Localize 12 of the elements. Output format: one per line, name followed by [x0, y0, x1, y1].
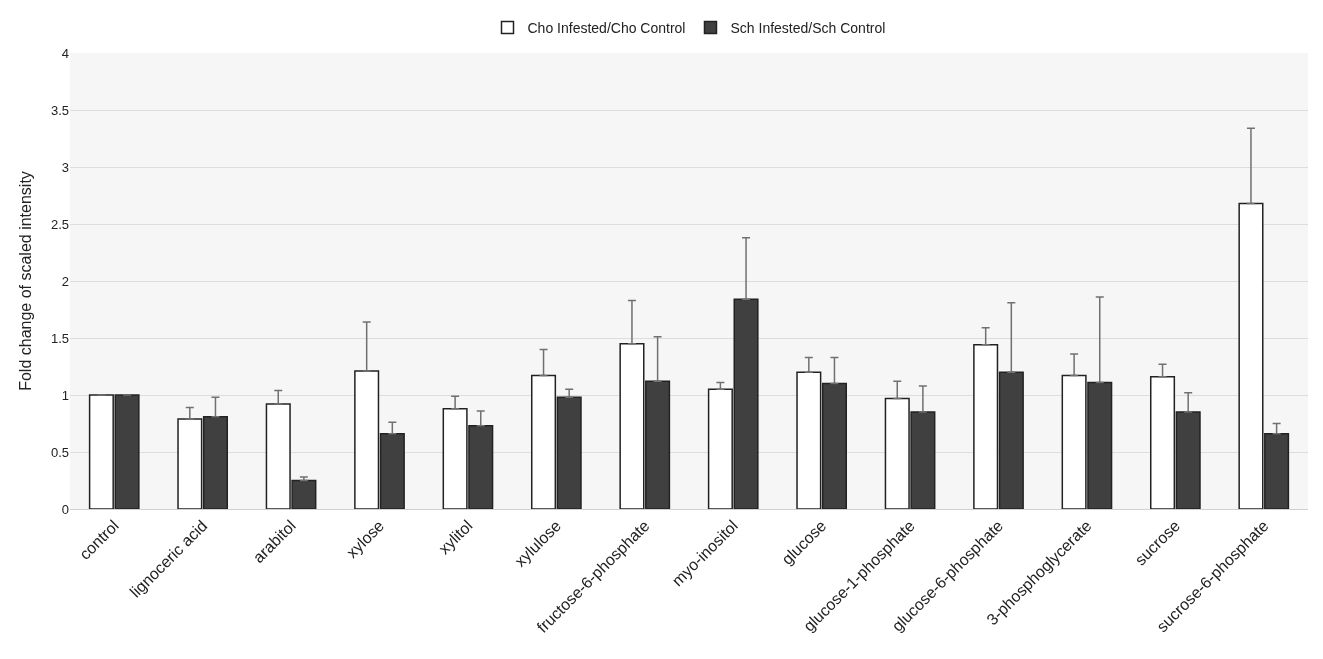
y-tick-label: 1 — [61, 387, 69, 403]
y-tick-label: 0 — [61, 501, 69, 517]
y-tick-label: 3 — [61, 159, 69, 175]
y-tick-label: 3.5 — [50, 102, 69, 118]
y-axis-title: Fold change of scaled intensity — [16, 171, 34, 391]
y-tick-label: 2.5 — [50, 216, 69, 232]
legend-label: Cho Infested/Cho Control — [527, 19, 686, 36]
y-tick-label: 4 — [61, 45, 69, 61]
y-tick-label: 0.5 — [50, 444, 69, 460]
y-tick-label: 1.5 — [50, 330, 69, 346]
y-tick-label: 2 — [61, 273, 69, 289]
legend-label: Sch Infested/Sch Control — [730, 19, 886, 36]
